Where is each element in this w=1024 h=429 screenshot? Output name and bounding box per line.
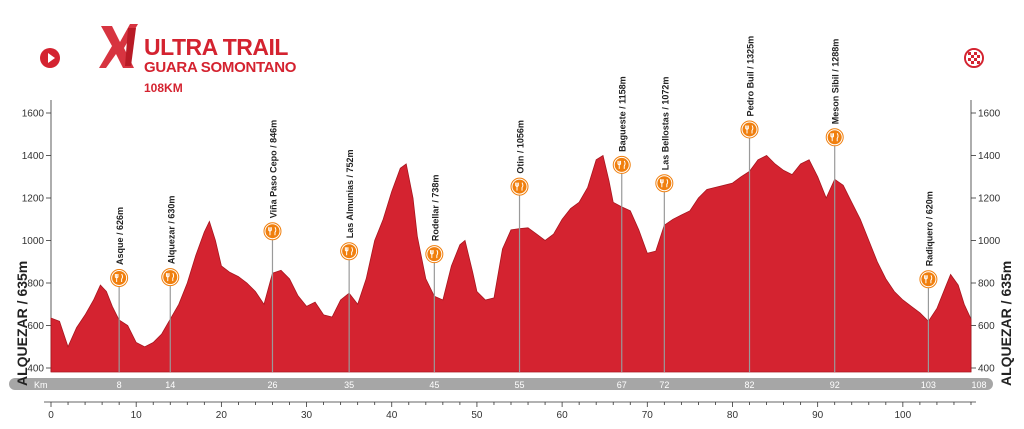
aid-station-disc	[614, 157, 629, 172]
aid-station-icon	[510, 177, 529, 196]
fork-knife-icon	[268, 226, 277, 236]
aid-station-disc	[342, 244, 357, 259]
aid-station-icon	[655, 174, 674, 193]
km-marker-label: 103	[921, 380, 936, 390]
checkpoint-label: Pedro Buil / 1325m	[746, 36, 756, 117]
left-y-tick-label: 600	[27, 321, 44, 332]
km-marker-label: 67	[617, 380, 627, 390]
start-location-label: ALQUEZAR / 635m	[14, 260, 30, 386]
right-y-tick-label: 600	[978, 321, 995, 332]
x-axis: 0 10 20 30 40 50 60 70 80 90 100	[44, 401, 976, 421]
aid-station-icon	[340, 242, 359, 261]
left-y-tick-label: 1400	[22, 151, 45, 162]
fork-knife-icon	[660, 178, 669, 188]
start-play-icon	[40, 48, 60, 68]
checkpoint-label: Rodellar / 738m	[430, 175, 440, 242]
aid-station-disc	[657, 176, 672, 191]
right-y-tick-label: 1600	[978, 109, 1001, 120]
checkpoint-label: Las Bellostas / 1072m	[660, 77, 670, 171]
aid-station-icon	[263, 222, 282, 241]
fork-knife-icon	[344, 246, 353, 256]
aid-station-icon	[425, 245, 444, 264]
x-tick-label: 80	[727, 410, 739, 421]
x-tick-label: 10	[131, 410, 143, 421]
checkpoint-label: Radiquero / 620m	[924, 191, 934, 266]
x-tick-label: 100	[895, 410, 912, 421]
aid-station-disc	[512, 179, 527, 194]
right-y-tick-label: 1000	[978, 236, 1001, 247]
x-tick-label: 50	[471, 410, 483, 421]
checkpoint-label: Meson Sibil / 1288m	[831, 39, 841, 125]
left-y-tick-label: 1600	[22, 109, 45, 120]
fork-knife-icon	[830, 133, 839, 142]
right-y-tick-label: 800	[978, 279, 995, 290]
right-y-tick-label: 1400	[978, 151, 1001, 162]
km-marker-label: 45	[429, 380, 439, 390]
finish-checkered-icon	[964, 48, 984, 68]
fork-knife-icon	[114, 273, 123, 282]
km-marker-label: 108	[971, 380, 986, 390]
x-tick-label: 20	[216, 410, 228, 421]
km-marker-label: 8	[117, 380, 122, 390]
fork-knife-icon	[745, 125, 754, 134]
checkpoint-label: Las Almunias / 752m	[345, 149, 355, 238]
km-marker-label: 14	[165, 380, 175, 390]
aid-station-icon	[919, 270, 938, 289]
aid-station-disc	[163, 270, 178, 285]
km-track-label: Km	[34, 380, 48, 390]
race-title: ULTRA TRAIL	[144, 34, 288, 60]
left-y-tick-label: 1200	[22, 194, 45, 205]
km-track-bar: Km 8 14 26 35 45 55 67 72 82 92 103 108	[9, 378, 993, 390]
race-subtitle: GUARA SOMONTANO	[144, 59, 297, 76]
aid-station-disc	[921, 272, 936, 287]
x-tick-label: 60	[557, 410, 569, 421]
km-marker-label: 82	[745, 380, 755, 390]
aid-station-disc	[265, 224, 280, 239]
aid-station-disc	[112, 270, 127, 285]
aid-station-icon	[612, 155, 631, 174]
x-tick-label: 40	[386, 410, 398, 421]
right-y-tick-label: 400	[978, 364, 995, 375]
left-y-tick-label: 1000	[22, 236, 45, 247]
aid-station-icon	[161, 268, 180, 287]
checkpoint-label: Alquezar / 630m	[166, 196, 176, 265]
km-marker-label: 55	[515, 380, 525, 390]
checkpoint-label: Viña Paso Cepo / 846m	[268, 120, 278, 218]
elevation-area	[50, 154, 972, 373]
km-marker-label: 72	[659, 380, 669, 390]
km-marker-label: 26	[267, 380, 277, 390]
checkpoint-label: Otin / 1056m	[516, 120, 526, 174]
fork-knife-icon	[515, 182, 524, 191]
x-tick-label: 30	[301, 410, 313, 421]
finish-location-label: ALQUEZAR / 635m	[998, 260, 1014, 386]
left-y-tick-label: 800	[27, 279, 44, 290]
checkpoints-layer: Asque / 626m Alquezar / 630m Viña Paso Cep…	[110, 36, 938, 372]
fork-knife-icon	[617, 160, 626, 169]
right-y-tick-label: 1200	[978, 194, 1001, 205]
race-edition-logo	[99, 24, 138, 68]
aid-station-icon	[740, 120, 759, 139]
km-marker-label: 35	[344, 380, 354, 390]
km-marker-label: 92	[830, 380, 840, 390]
checkpoint-label: Asque / 626m	[115, 207, 125, 265]
right-y-axis: 400 600 800 1000 1200 1400 1600	[970, 100, 1001, 375]
aid-station-icon	[110, 268, 129, 287]
race-distance: 108KM	[144, 81, 183, 95]
aid-station-disc	[827, 130, 842, 145]
fork-knife-icon	[165, 272, 175, 282]
fork-knife-icon	[924, 275, 933, 284]
x-tick-label: 90	[812, 410, 824, 421]
left-y-tick-label: 400	[27, 364, 44, 375]
aid-station-disc	[427, 247, 442, 262]
checkpoint-label: Bagueste / 1158m	[618, 76, 628, 152]
aid-station-disc	[742, 122, 757, 137]
fork-knife-icon	[430, 249, 439, 259]
x-tick-label: 0	[48, 410, 54, 421]
km-track-background	[9, 378, 993, 390]
elevation-area-layer	[50, 154, 972, 373]
x-tick-label: 70	[642, 410, 654, 421]
aid-station-icon	[825, 128, 844, 147]
